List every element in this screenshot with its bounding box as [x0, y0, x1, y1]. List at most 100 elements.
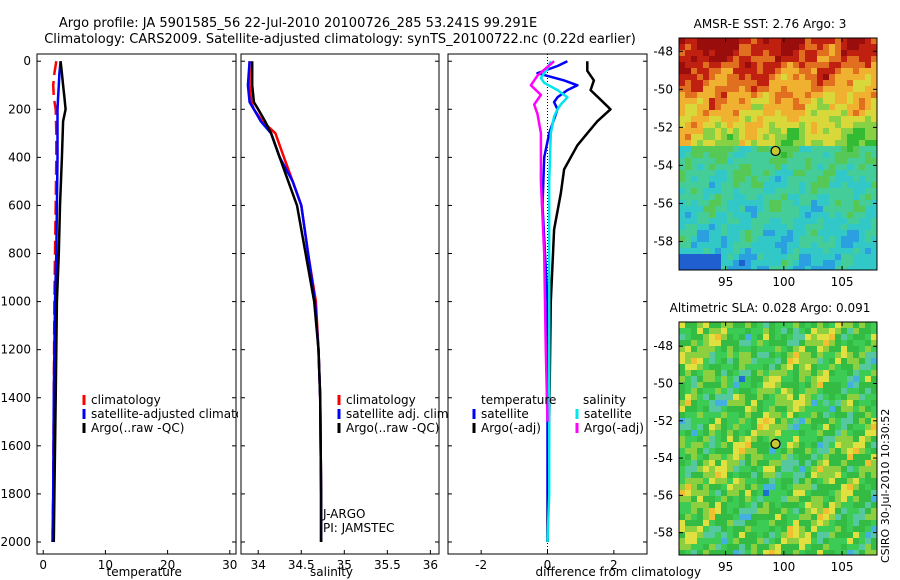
heatmap-cell [793, 328, 800, 335]
heatmap-cell [823, 550, 830, 555]
heatmap-cell [697, 352, 704, 359]
heatmap-cell [853, 74, 860, 81]
heatmap-cell [721, 104, 728, 111]
heatmap-cell [775, 194, 782, 201]
heatmap-cell [763, 334, 770, 341]
heatmap-cell [793, 152, 800, 159]
heatmap-cell [817, 478, 824, 485]
heatmap-cell [691, 412, 698, 419]
heatmap-cell [715, 140, 722, 147]
heatmap-cell [691, 158, 698, 165]
heatmap-cell [805, 514, 812, 521]
heatmap-cell [805, 170, 812, 177]
heatmap-cell [757, 352, 764, 359]
heatmap-cell [727, 218, 734, 225]
heatmap-cell [739, 430, 746, 437]
heatmap-cell [769, 116, 776, 123]
heatmap-cell [757, 382, 764, 389]
heatmap-cell [679, 134, 686, 141]
heatmap-cell [841, 370, 848, 377]
heatmap-cell [805, 454, 812, 461]
heatmap-cell [697, 406, 704, 413]
heatmap-cell [709, 424, 716, 431]
heatmap-cell [811, 38, 818, 45]
heatmap-cell [829, 514, 836, 521]
heatmap-cell [775, 68, 782, 75]
heatmap-cell [871, 406, 877, 413]
heatmap-cell [871, 532, 877, 539]
heatmap-cell [853, 406, 860, 413]
heatmap-cell [727, 358, 734, 365]
axes-frame [240, 53, 440, 555]
heatmap-cell [751, 478, 758, 485]
heatmap-cell [841, 508, 848, 515]
heatmap-cell [871, 248, 877, 255]
heatmap-cell [769, 526, 776, 533]
heatmap-cell [841, 194, 848, 201]
heatmap-cell [763, 352, 770, 359]
heatmap-cell [871, 74, 877, 81]
heatmap-cell [787, 502, 794, 509]
heatmap-cell [727, 224, 734, 231]
heatmap-cell [775, 514, 782, 521]
series-line-temperature-argo-adj- [546, 61, 612, 543]
heatmap-cell [835, 466, 842, 473]
heatmap-cell [697, 430, 704, 437]
heatmap-cell [871, 442, 877, 449]
heatmap-cell [787, 44, 794, 51]
heatmap-cell [751, 340, 758, 347]
heatmap-cell [745, 382, 752, 389]
heatmap-cell [709, 176, 716, 183]
heatmap-cell [691, 442, 698, 449]
heatmap-cell [781, 460, 788, 467]
heatmap-cell [745, 50, 752, 57]
heatmap-cell [847, 200, 854, 207]
heatmap-cell [757, 346, 764, 353]
heatmap-cell [793, 116, 800, 123]
heatmap-cell [733, 218, 740, 225]
heatmap-cell [805, 394, 812, 401]
heatmap-cell [859, 74, 866, 81]
heatmap-cell [763, 412, 770, 419]
heatmap-cell [709, 520, 716, 527]
heatmap-cell [679, 104, 686, 111]
heatmap-cell [799, 376, 806, 383]
axes-frame [678, 321, 878, 556]
heatmap-cell [727, 248, 734, 255]
heatmap-cell [871, 352, 877, 359]
heatmap-cell [703, 352, 710, 359]
heatmap-cell [811, 50, 818, 57]
heatmap-cell [835, 544, 842, 551]
heatmap-cell [757, 194, 764, 201]
heatmap-cell [733, 538, 740, 545]
heatmap-cell [733, 92, 740, 99]
heatmap-cell [691, 514, 698, 521]
heatmap-cell [727, 328, 734, 335]
heatmap-cell [859, 62, 866, 69]
heatmap-cell [703, 86, 710, 93]
heatmap-cell [763, 218, 770, 225]
heatmap-cell [853, 140, 860, 147]
heatmap-cell [865, 68, 872, 75]
heatmap-cell [823, 400, 830, 407]
heatmap-cell [739, 544, 746, 551]
heatmap-cell [763, 116, 770, 123]
heatmap-cell [727, 86, 734, 93]
temperature-panel: 0 10 20 30020040060080010001200140016001800… [0, 53, 238, 579]
heatmap-cell [841, 496, 848, 503]
heatmap-cell [721, 152, 728, 159]
heatmap-cell [733, 352, 740, 359]
heatmap-cell [805, 134, 812, 141]
heatmap-cell [799, 532, 806, 539]
heatmap-cell [733, 550, 740, 555]
heatmap-cell [757, 128, 764, 135]
heatmap-cell [739, 68, 746, 75]
heatmap-cell [817, 448, 824, 455]
heatmap-cell [691, 266, 698, 270]
heatmap-cell [685, 122, 692, 129]
heatmap-cell [703, 188, 710, 195]
heatmap-cell [781, 382, 788, 389]
heatmap-cell [817, 230, 824, 237]
heatmap-cell [823, 56, 830, 63]
heatmap-cell [679, 430, 686, 437]
